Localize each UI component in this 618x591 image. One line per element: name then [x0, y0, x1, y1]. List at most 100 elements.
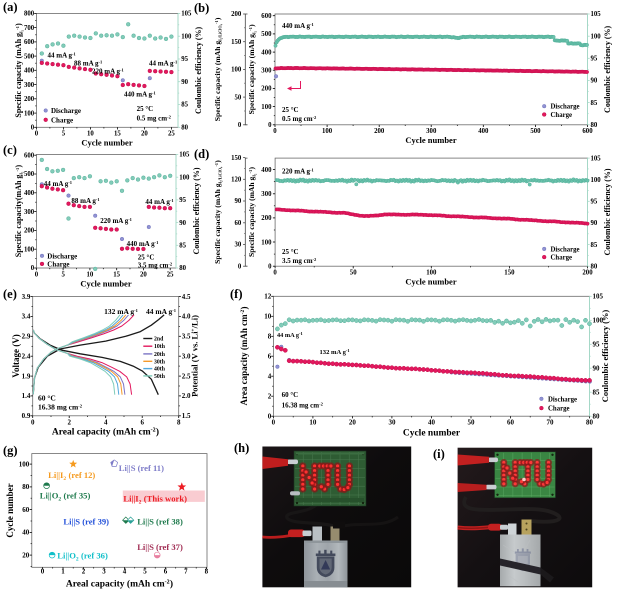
svg-text:2: 2	[268, 392, 272, 400]
svg-text:100: 100	[24, 110, 35, 117]
svg-text:Coulombic efficiency (%): Coulombic efficiency (%)	[194, 27, 203, 114]
svg-text:90: 90	[179, 220, 186, 227]
svg-text:16.38 mg cm-2: 16.38 mg cm-2	[38, 403, 83, 412]
svg-text:Potential (V vs. Li+ /Li): Potential (V vs. Li+ /Li)	[190, 315, 200, 397]
svg-text:80: 80	[591, 263, 598, 270]
svg-text:88 mA g-1: 88 mA g-1	[71, 197, 100, 205]
svg-text:80: 80	[591, 122, 598, 129]
svg-text:Areal capacity (mAh cm-2 ): Areal capacity (mAh cm-2 )	[66, 579, 173, 590]
svg-text:0: 0	[35, 272, 39, 279]
svg-text:10: 10	[309, 419, 317, 427]
svg-text:6: 6	[140, 419, 144, 427]
svg-text:12: 12	[264, 293, 272, 301]
svg-text:100: 100	[426, 270, 437, 277]
svg-text:2: 2	[67, 419, 71, 427]
svg-text:4.0: 4.0	[182, 313, 191, 321]
svg-text:25 °C: 25 °C	[137, 105, 154, 113]
svg-text:3.5 mg cm-2: 3.5 mg cm-2	[138, 261, 173, 269]
svg-text:20: 20	[141, 131, 148, 138]
svg-text:0: 0	[35, 131, 39, 138]
svg-text:2.4: 2.4	[22, 352, 31, 360]
svg-text:Coulombic efficiency (%): Coulombic efficiency (%)	[600, 310, 610, 403]
svg-text:0: 0	[268, 122, 272, 129]
svg-text:220 mA g-1: 220 mA g-1	[92, 68, 124, 76]
svg-text:Li||I2 (ref 12): Li||I2 (ref 12)	[48, 470, 95, 482]
svg-text:100: 100	[231, 67, 242, 74]
svg-text:3.4: 3.4	[22, 313, 31, 321]
svg-text:1: 1	[61, 568, 65, 576]
svg-text:100: 100	[181, 33, 192, 40]
svg-text:44 mA g-1: 44 mA g-1	[146, 307, 177, 316]
svg-text:Discharge: Discharge	[551, 246, 580, 253]
svg-text:Coulombic efficiency (%): Coulombic efficiency (%)	[603, 26, 612, 113]
svg-text:10: 10	[264, 312, 272, 320]
svg-text:5: 5	[61, 272, 65, 279]
svg-text:200: 200	[261, 86, 272, 93]
svg-text:1.9: 1.9	[22, 372, 31, 380]
svg-text:50: 50	[350, 270, 357, 277]
svg-text:6: 6	[164, 568, 168, 576]
svg-text:8: 8	[177, 419, 181, 427]
svg-text:80: 80	[181, 125, 188, 132]
svg-text:60: 60	[507, 419, 515, 427]
svg-text:Specific capacity (mAh gI₂ -1: Specific capacity (mAh gI₂ -1 )	[247, 167, 257, 258]
svg-text:105: 105	[591, 11, 602, 18]
svg-text:0: 0	[238, 122, 242, 129]
svg-text:25 °C: 25 °C	[282, 106, 299, 114]
svg-text:20th: 20th	[154, 352, 166, 358]
svg-text:Cycle number: Cycle number	[81, 138, 132, 148]
svg-text:15: 15	[113, 272, 120, 279]
svg-text:4.5: 4.5	[182, 293, 191, 301]
svg-text:8: 8	[205, 568, 209, 576]
svg-text:0: 0	[31, 125, 35, 132]
svg-text:2.9: 2.9	[22, 333, 31, 341]
svg-text:95: 95	[181, 56, 188, 63]
svg-text:60: 60	[235, 220, 242, 227]
svg-text:200: 200	[374, 128, 385, 135]
svg-text:25 °C: 25 °C	[282, 248, 299, 256]
svg-text:220 mA g-1: 220 mA g-1	[100, 217, 132, 225]
svg-text:100: 100	[179, 174, 190, 181]
svg-text:Li||O2 (ref 36): Li||O2 (ref 36)	[57, 551, 108, 563]
svg-text:(d): (d)	[194, 147, 209, 161]
svg-text:150: 150	[504, 270, 515, 277]
svg-text:85: 85	[593, 388, 601, 396]
svg-text:95: 95	[179, 197, 186, 204]
svg-text:Li||S (ref 38): Li||S (ref 38)	[137, 517, 183, 527]
svg-text:2.0: 2.0	[182, 392, 191, 400]
svg-text:200: 200	[24, 228, 35, 235]
svg-text:Discharge: Discharge	[51, 107, 81, 115]
svg-text:150: 150	[231, 39, 242, 46]
svg-text:100: 100	[24, 246, 35, 253]
svg-text:100: 100	[591, 177, 602, 184]
svg-text:600: 600	[261, 13, 272, 20]
svg-text:300: 300	[261, 67, 272, 74]
svg-text:0.5 mg cm-2: 0.5 mg cm-2	[137, 115, 172, 123]
svg-text:Discharge: Discharge	[548, 396, 577, 403]
svg-text:6: 6	[268, 352, 272, 360]
svg-text:10th: 10th	[154, 344, 166, 350]
svg-text:95: 95	[591, 199, 598, 206]
svg-text:440 mA g-1: 440 mA g-1	[127, 240, 159, 248]
svg-text:Cycle number: Cycle number	[405, 135, 456, 145]
svg-text:220 mA g-1: 220 mA g-1	[282, 168, 314, 176]
svg-text:Charge: Charge	[51, 116, 73, 124]
svg-text:90: 90	[235, 198, 242, 205]
svg-text:0: 0	[272, 419, 276, 427]
svg-text:90: 90	[591, 78, 598, 85]
svg-text:60 °C: 60 °C	[38, 394, 56, 403]
svg-text:(b): (b)	[194, 1, 209, 15]
svg-text:80: 80	[593, 412, 601, 420]
svg-text:44 mA g-1: 44 mA g-1	[277, 331, 304, 339]
svg-text:200: 200	[24, 96, 35, 103]
svg-text:(g): (g)	[3, 444, 18, 458]
svg-text:(a): (a)	[3, 0, 18, 14]
svg-text:20: 20	[349, 419, 357, 427]
svg-text:500: 500	[530, 128, 541, 135]
svg-text:400: 400	[261, 49, 272, 56]
svg-text:600: 600	[24, 152, 35, 159]
svg-text:85: 85	[591, 100, 598, 107]
svg-text:0.5 mg cm-2: 0.5 mg cm-2	[282, 115, 317, 123]
svg-text:105: 105	[181, 11, 192, 18]
svg-text:105: 105	[593, 293, 604, 301]
